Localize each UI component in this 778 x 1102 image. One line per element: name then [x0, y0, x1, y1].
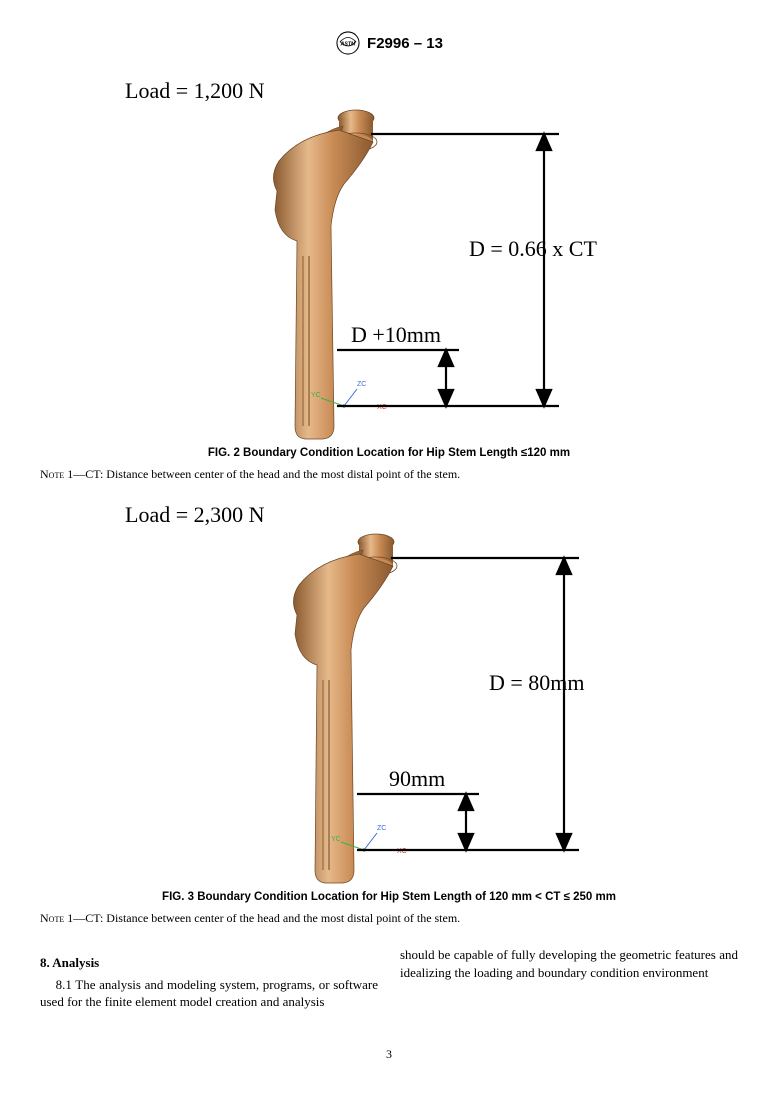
astm-logo-icon: ASTM [335, 30, 361, 56]
analysis-section: 8. Analysis 8.1 The analysis and modelin… [40, 946, 738, 1011]
fig2-load-label: Load = 1,200 N [125, 78, 738, 104]
axis-z-label: ZC [377, 825, 386, 832]
page-number: 3 [40, 1047, 738, 1062]
dimension-arrows [337, 134, 559, 406]
fig3-note-text: CT: Distance between center of the head … [85, 911, 460, 925]
fig3-diagram: XC YC ZC D = 80mm 90mm [139, 530, 639, 885]
fig3-load-label: Load = 2,300 N [125, 502, 738, 528]
fig2-note-text: CT: Distance between center of the head … [85, 467, 460, 481]
fig3-dim-d: D = 80mm [489, 670, 585, 695]
dimension-arrows [357, 558, 579, 850]
figure-2: XC YC ZC D = 0.66 x CT D +10mm FIG. 2 Bo… [40, 106, 738, 459]
fig2-dim-d: D = 0.66 x CT [469, 236, 597, 261]
fig2-note-prefix: Note 1— [40, 467, 85, 481]
fig3-caption: FIG. 3 Boundary Condition Location for H… [40, 891, 738, 903]
fig2-dim-offset: D +10mm [351, 322, 441, 347]
analysis-para-right: should be capable of fully developing th… [400, 946, 738, 981]
fig3-note-prefix: Note 1— [40, 911, 85, 925]
fig2-diagram: XC YC ZC D = 0.66 x CT D +10mm [139, 106, 639, 441]
page-header: ASTM F2996 – 13 [40, 30, 738, 60]
analysis-heading: 8. Analysis [40, 954, 378, 972]
analysis-para-left: 8.1 The analysis and modeling system, pr… [40, 976, 378, 1011]
fig3-note: Note 1—CT: Distance between center of th… [40, 911, 738, 926]
fig3-dim-offset: 90mm [389, 766, 445, 791]
standard-id: F2996 – 13 [367, 35, 443, 52]
figure-3: XC YC ZC D = 80mm 90mm FIG. 3 Boundary C… [40, 530, 738, 903]
axis-y-label: YC [331, 836, 341, 843]
hip-stem-shape [273, 110, 377, 439]
axis-z-label: ZC [357, 381, 366, 388]
axis-y-label: YC [311, 392, 321, 399]
fig2-note: Note 1—CT: Distance between center of th… [40, 467, 738, 482]
fig2-caption: FIG. 2 Boundary Condition Location for H… [40, 447, 738, 459]
svg-text:ASTM: ASTM [340, 42, 356, 48]
